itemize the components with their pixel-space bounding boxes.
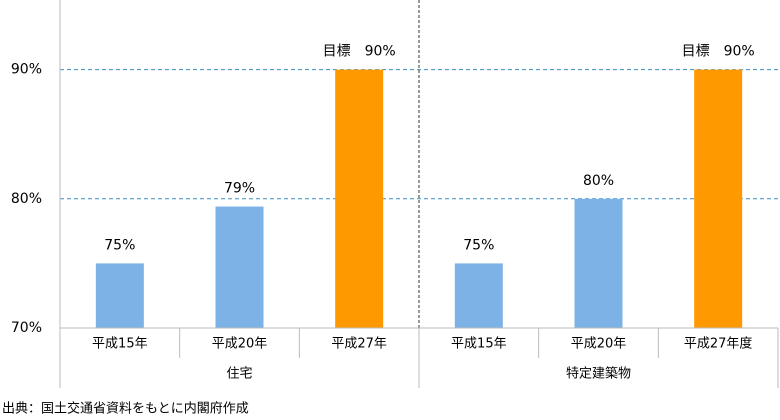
y-tick-label: 80% <box>11 191 42 207</box>
x-tick-label: 平成15年 <box>92 337 148 352</box>
group-label: 住宅 <box>226 367 252 382</box>
group-label: 特定建築物 <box>566 367 631 382</box>
x-tick-label: 平成20年 <box>571 337 627 352</box>
y-tick-label: 70% <box>11 320 42 336</box>
bar <box>215 206 264 328</box>
x-tick-label: 平成27年度 <box>684 336 753 352</box>
value-label: 75% <box>463 237 494 253</box>
value-label: 79% <box>224 181 255 197</box>
bar <box>694 69 743 328</box>
x-tick-label: 平成20年 <box>212 337 268 352</box>
value-label: 目標 90% <box>682 44 755 60</box>
y-tick-label: 90% <box>11 62 42 78</box>
source-note: 出典：国土交通省資料をもとに内閣府作成 <box>2 401 249 417</box>
x-tick-label: 平成27年 <box>331 337 387 352</box>
bar <box>335 69 384 328</box>
bar <box>95 263 144 328</box>
bar <box>454 263 503 328</box>
value-label: 目標 90% <box>323 44 396 60</box>
value-label: 75% <box>104 237 135 253</box>
x-tick-label: 平成15年 <box>451 337 507 352</box>
bar <box>574 198 623 328</box>
value-label: 80% <box>583 173 614 189</box>
